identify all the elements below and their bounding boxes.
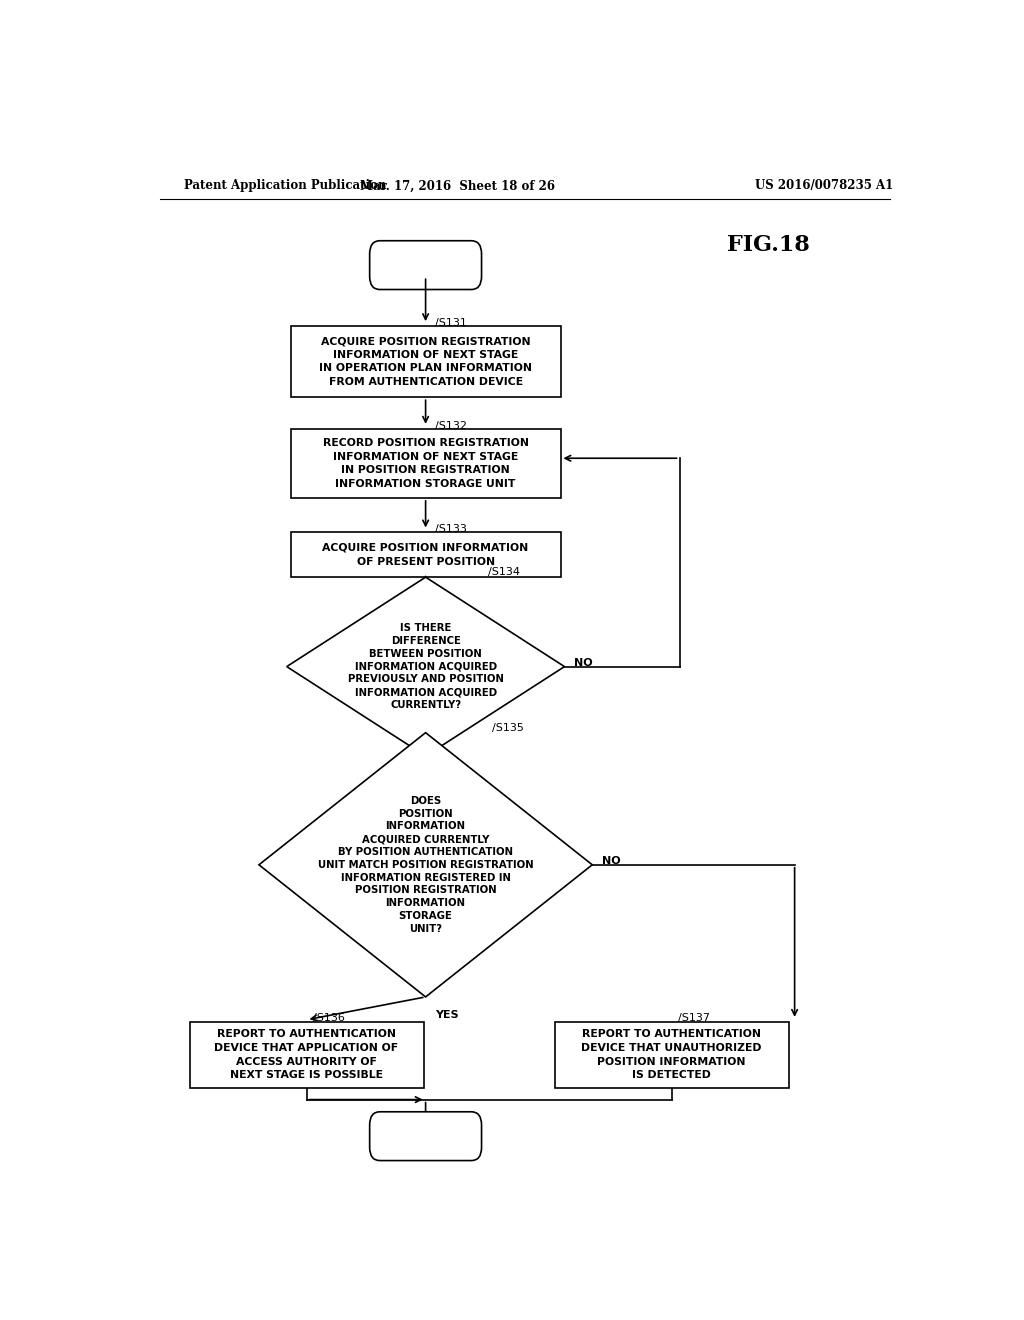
- Text: DOES
POSITION
INFORMATION
ACQUIRED CURRENTLY
BY POSITION AUTHENTICATION
UNIT MAT: DOES POSITION INFORMATION ACQUIRED CURRE…: [317, 796, 534, 933]
- Text: REPORT TO AUTHENTICATION
DEVICE THAT UNAUTHORIZED
POSITION INFORMATION
IS DETECT: REPORT TO AUTHENTICATION DEVICE THAT UNA…: [582, 1030, 762, 1080]
- Text: YES: YES: [435, 1010, 459, 1020]
- Bar: [291, 326, 560, 397]
- Bar: [291, 532, 560, 577]
- Text: /S134: /S134: [488, 568, 520, 577]
- Text: /S137: /S137: [678, 1012, 710, 1023]
- Text: /S131: /S131: [435, 318, 467, 329]
- FancyBboxPatch shape: [370, 240, 481, 289]
- Polygon shape: [287, 577, 564, 756]
- Bar: [189, 1022, 424, 1088]
- Text: IS THERE
DIFFERENCE
BETWEEN POSITION
INFORMATION ACQUIRED
PREVIOUSLY AND POSITIO: IS THERE DIFFERENCE BETWEEN POSITION INF…: [348, 623, 504, 710]
- Text: NO: NO: [602, 855, 621, 866]
- Text: ACQUIRE POSITION REGISTRATION
INFORMATION OF NEXT STAGE
IN OPERATION PLAN INFORM: ACQUIRE POSITION REGISTRATION INFORMATIO…: [319, 337, 532, 387]
- Text: /S135: /S135: [493, 722, 524, 733]
- Text: /S133: /S133: [435, 524, 467, 535]
- Text: REPORT TO AUTHENTICATION
DEVICE THAT APPLICATION OF
ACCESS AUTHORITY OF
NEXT STA: REPORT TO AUTHENTICATION DEVICE THAT APP…: [214, 1030, 398, 1080]
- Text: /S132: /S132: [435, 421, 467, 430]
- Polygon shape: [259, 733, 592, 997]
- FancyBboxPatch shape: [370, 1111, 481, 1160]
- Text: FIG.18: FIG.18: [727, 234, 810, 256]
- Bar: [555, 1022, 788, 1088]
- Text: RECORD POSITION REGISTRATION
INFORMATION OF NEXT STAGE
IN POSITION REGISTRATION
: RECORD POSITION REGISTRATION INFORMATION…: [323, 438, 528, 488]
- Text: ACQUIRE POSITION INFORMATION
OF PRESENT POSITION: ACQUIRE POSITION INFORMATION OF PRESENT …: [323, 543, 528, 566]
- Bar: [291, 429, 560, 498]
- Text: /S136: /S136: [313, 1012, 345, 1023]
- Text: YES: YES: [435, 771, 459, 781]
- Text: NO: NO: [574, 657, 593, 668]
- Text: Mar. 17, 2016  Sheet 18 of 26: Mar. 17, 2016 Sheet 18 of 26: [359, 180, 555, 193]
- Text: US 2016/0078235 A1: US 2016/0078235 A1: [755, 180, 893, 193]
- Text: Patent Application Publication: Patent Application Publication: [183, 180, 386, 193]
